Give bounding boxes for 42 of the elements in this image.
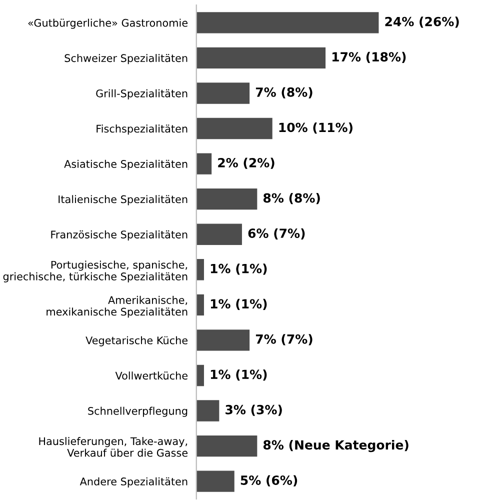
y-tick-label: Asiatische Spezialitäten xyxy=(64,160,188,170)
data-label: 8% (Neue Kategorie) xyxy=(263,440,408,452)
bar xyxy=(196,224,242,245)
data-label: 2% (2%) xyxy=(218,158,274,169)
y-tick-label: Vollwertküche xyxy=(115,372,188,380)
bar xyxy=(196,330,250,351)
data-label: 5% (6%) xyxy=(240,475,298,486)
data-label: 17% (18%) xyxy=(332,52,406,64)
y-tick-label: Vegetarische Küche xyxy=(86,336,188,346)
y-tick-label: Amerikanische, mexikanische Spezialitäten xyxy=(46,296,188,318)
y-tick-label: Französische Spezialitäten xyxy=(51,230,188,240)
bar xyxy=(196,259,204,280)
bar xyxy=(196,188,258,210)
y-tick-label: Andere Spezialitäten xyxy=(80,477,188,488)
y-tick-label: Grill-Spezialitäten xyxy=(96,89,188,100)
data-label: 1% (1%) xyxy=(210,298,267,310)
bar xyxy=(196,470,234,492)
data-label: 1% (1%) xyxy=(210,264,267,275)
y-tick-label: Schweizer Spezialitäten xyxy=(64,54,188,64)
data-label: 7% (7%) xyxy=(256,334,312,346)
bar xyxy=(196,400,220,422)
data-label: 10% (11%) xyxy=(279,122,352,134)
y-tick-label: Hauslieferungen, Take-away, Verkauf über die Gasse xyxy=(39,437,188,457)
bar xyxy=(196,47,326,69)
data-label: 6% (7%) xyxy=(248,228,305,240)
y-tick-label: Fischspezialitäten xyxy=(96,124,188,135)
bar xyxy=(196,118,272,140)
y-tick-label: «Gutbürgerliche» Gastronomie xyxy=(28,18,188,29)
data-label: 7% (8%) xyxy=(256,87,312,98)
bar xyxy=(196,294,204,316)
bar xyxy=(196,82,250,104)
bar xyxy=(196,364,204,386)
y-tick-label: Portugiesische, spanische, griechische, türkische Spezialitäten xyxy=(3,260,188,282)
bar xyxy=(196,12,379,34)
data-label: 1% (1%) xyxy=(210,369,267,381)
y-tick-label: Italienische Spezialitäten xyxy=(58,195,188,206)
data-label: 8% (8%) xyxy=(263,193,320,204)
data-label: 24% (26%) xyxy=(385,16,459,28)
data-label: 3% (3%) xyxy=(226,404,282,416)
bar xyxy=(196,435,258,457)
bar xyxy=(196,153,212,174)
y-tick-label: Schnellverpflegung xyxy=(88,406,188,417)
